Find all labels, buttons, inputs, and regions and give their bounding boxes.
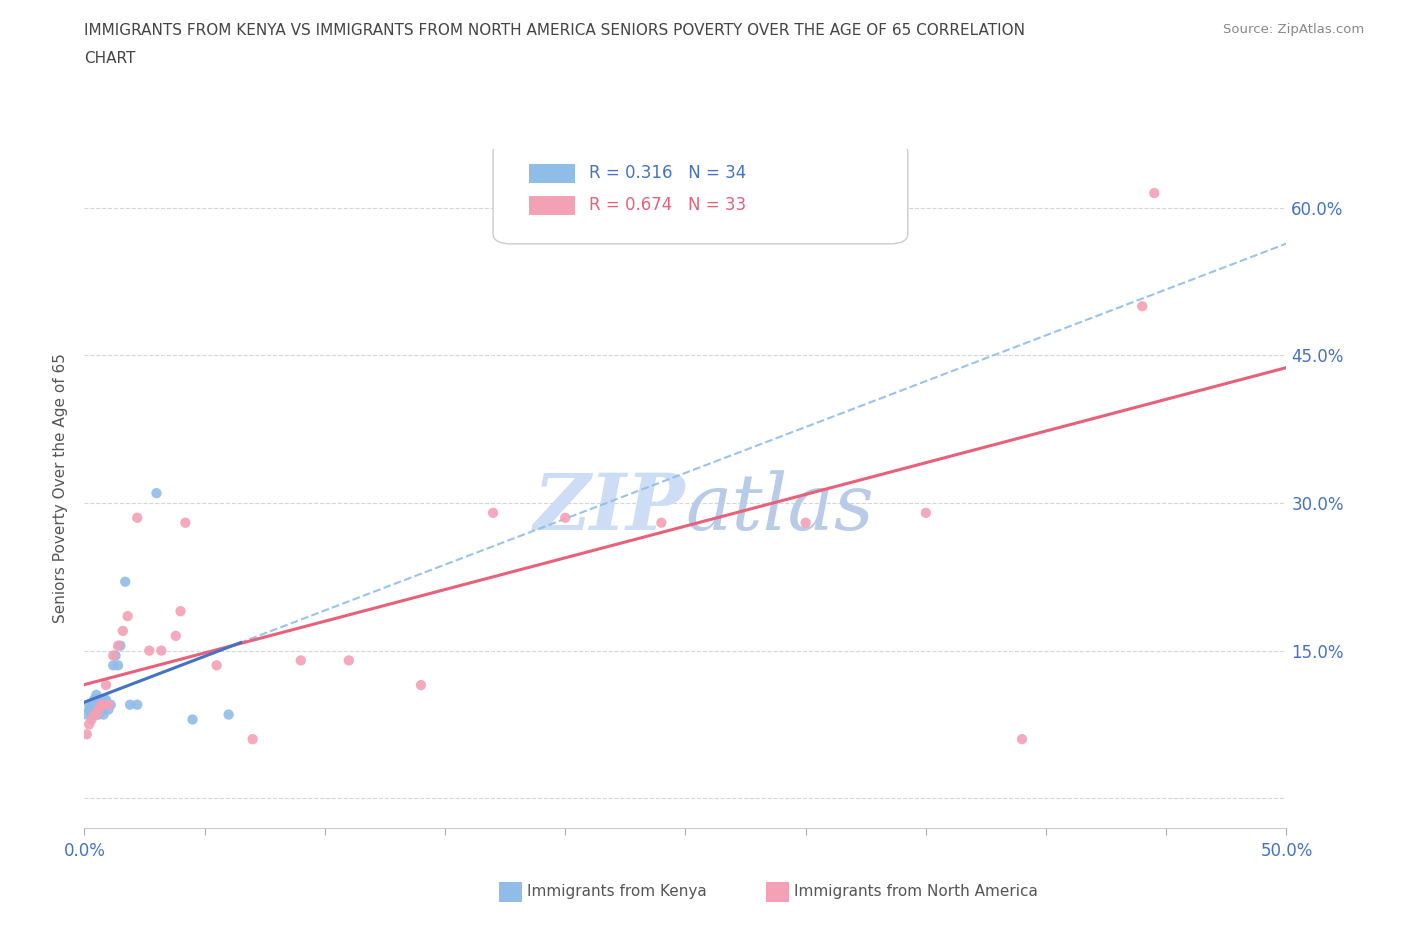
Point [93,692,115,707]
Point [80,707,103,722]
Point [145,485,167,500]
Point [107,638,129,653]
Point [76,726,98,741]
Point [80,712,103,727]
Point [103,648,125,663]
Point [110,638,132,653]
Point [87,707,110,722]
Point [181,712,204,727]
Text: CHART: CHART [84,51,136,66]
Point [80,702,103,717]
Point [83,707,105,722]
Point [90,692,112,707]
Text: IMMIGRANTS FROM KENYA VS IMMIGRANTS FROM NORTH AMERICA SENIORS POVERTY OVER THE : IMMIGRANTS FROM KENYA VS IMMIGRANTS FROM… [84,23,1025,38]
FancyBboxPatch shape [529,164,575,183]
Text: Immigrants from Kenya: Immigrants from Kenya [527,884,707,899]
Point [118,698,141,712]
Point [104,648,127,663]
Point [77,698,100,712]
Point [83,707,105,722]
Point [915,505,938,520]
Point [77,717,100,732]
Point [83,692,105,707]
Point [76,707,98,722]
Point [93,698,115,712]
Point [554,511,576,525]
Point [86,687,108,702]
Point [409,678,432,693]
Point [97,702,120,717]
Point [87,702,110,717]
Point [90,698,112,712]
Point [482,505,505,520]
Point [94,692,117,707]
FancyBboxPatch shape [494,142,908,244]
Point [97,698,120,712]
Point [87,692,110,707]
Point [90,702,112,717]
Point [111,623,134,638]
Point [169,604,191,618]
Point [138,644,160,658]
Point [94,678,117,693]
Point [127,698,149,712]
Point [93,707,115,722]
FancyBboxPatch shape [529,195,575,215]
Point [165,629,187,644]
Point [1011,732,1033,747]
Point [86,698,108,712]
Point [86,707,108,722]
Point [80,698,103,712]
Point [93,702,115,717]
Point [117,609,139,624]
Point [83,702,105,717]
Text: ZIP: ZIP [534,471,686,547]
Point [150,644,173,658]
Point [100,698,122,712]
Text: R = 0.674   N = 33: R = 0.674 N = 33 [589,196,747,214]
Point [794,515,817,530]
Text: R = 0.316   N = 34: R = 0.316 N = 34 [589,165,747,182]
Point [205,658,228,672]
Point [103,658,125,672]
Point [114,575,136,590]
Point [127,511,149,525]
Text: Source: ZipAtlas.com: Source: ZipAtlas.com [1223,23,1364,36]
Point [1130,299,1153,313]
Point [242,732,264,747]
Point [77,702,100,717]
Point [337,653,360,668]
Y-axis label: Seniors Poverty Over the Age of 65: Seniors Poverty Over the Age of 65 [53,353,69,623]
Point [650,515,672,530]
Point [107,658,129,672]
Point [174,515,197,530]
Point [290,653,312,668]
Point [87,702,110,717]
Point [1143,186,1166,201]
Point [218,707,240,722]
Point [86,702,108,717]
Text: atlas: atlas [686,471,875,547]
Point [86,707,108,722]
Text: Immigrants from North America: Immigrants from North America [794,884,1038,899]
